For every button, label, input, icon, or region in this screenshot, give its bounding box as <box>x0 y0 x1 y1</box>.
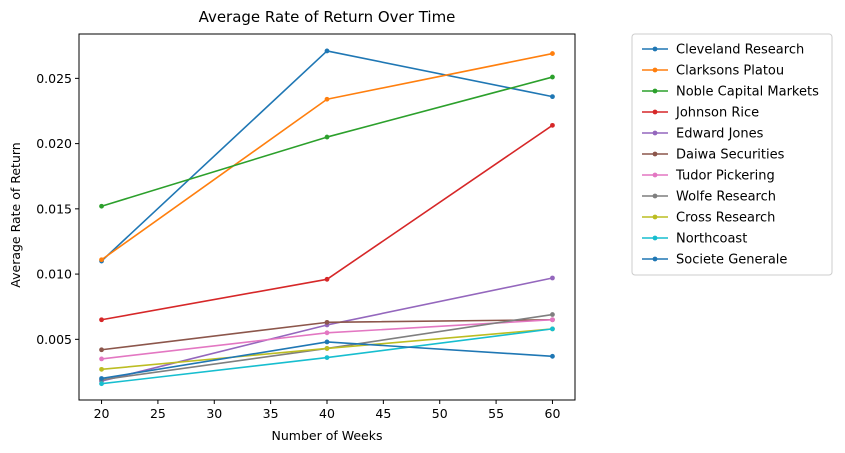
legend-entry-label: Johnson Rice <box>675 106 759 121</box>
data-point <box>550 312 555 317</box>
legend-swatch-marker <box>652 235 658 241</box>
data-point <box>99 203 104 209</box>
x-tick-label: 25 <box>150 406 166 421</box>
legend-swatch-marker <box>652 109 658 115</box>
data-point <box>99 347 104 353</box>
legend-swatch-marker <box>652 67 658 73</box>
legend-entry-label: Northcoast <box>676 232 747 247</box>
x-tick-label: 35 <box>263 406 279 421</box>
data-point <box>99 356 104 362</box>
data-point <box>550 275 555 281</box>
legend-swatch-marker <box>652 193 658 199</box>
x-tick-label: 40 <box>319 406 335 421</box>
legend-swatch-marker <box>652 130 658 136</box>
y-axis-label: Average Rate of Return <box>8 142 23 287</box>
legend-swatch-marker <box>652 46 658 52</box>
data-point <box>324 134 330 140</box>
legend-entry-label: Noble Capital Markets <box>676 85 819 100</box>
data-point <box>550 353 555 359</box>
x-tick-label: 45 <box>375 406 391 421</box>
legend-entry-label: Cleveland Research <box>676 43 804 58</box>
y-tick-label: 0.010 <box>36 267 72 282</box>
legend-swatch-marker <box>652 214 658 220</box>
x-axis-label: Number of Weeks <box>272 428 383 443</box>
chart-title: Average Rate of Return Over Time <box>199 8 456 26</box>
legend-swatch-marker <box>652 151 658 157</box>
data-point <box>324 48 330 54</box>
data-point <box>550 74 555 80</box>
legend-swatch-marker <box>652 88 658 94</box>
legend: Cleveland Research Clarksons Platou Noble … <box>631 33 833 276</box>
x-tick-label: 30 <box>206 406 222 421</box>
legend-swatch-marker <box>652 256 658 262</box>
data-point <box>324 355 330 360</box>
legend-box <box>631 33 833 276</box>
data-point <box>99 366 104 372</box>
data-point <box>324 276 330 282</box>
data-point <box>550 326 555 332</box>
legend-entry-label: Edward Jones <box>676 127 764 142</box>
data-point <box>324 339 330 345</box>
data-point <box>550 317 555 323</box>
legend-entry-label: Clarksons Platou <box>676 64 784 79</box>
data-point <box>324 330 330 336</box>
y-tick-label: 0.015 <box>36 201 72 216</box>
data-point <box>99 257 104 263</box>
legend-entry-label: Tudor Pickering <box>675 169 775 184</box>
y-tick-label: 0.025 <box>36 71 72 86</box>
legend-entry-label: Wolfe Research <box>676 190 776 205</box>
y-tick-label: 0.005 <box>36 332 72 347</box>
data-point <box>99 376 104 381</box>
legend-swatch-marker <box>652 172 658 178</box>
data-point <box>324 319 330 325</box>
data-point <box>99 381 104 387</box>
y-tick-label: 0.020 <box>36 136 72 151</box>
x-tick-label: 20 <box>94 406 110 421</box>
data-point <box>550 122 555 128</box>
plot-area: 20 25 30 35 40 45 50 55 60 0.005 0.010 0.015 0.020 0.… <box>36 33 576 421</box>
x-tick-label: 50 <box>432 406 448 421</box>
legend-entry-label: Daiwa Securities <box>676 148 785 163</box>
x-tick-label: 55 <box>488 406 504 421</box>
data-point <box>550 51 555 56</box>
data-point <box>550 94 555 100</box>
legend-entry-label: Societe Generale <box>676 253 787 268</box>
x-tick-label: 60 <box>545 406 561 421</box>
legend-entry-label: Cross Research <box>676 211 775 226</box>
data-point <box>99 317 104 323</box>
data-point <box>324 96 330 102</box>
data-point <box>324 346 330 351</box>
